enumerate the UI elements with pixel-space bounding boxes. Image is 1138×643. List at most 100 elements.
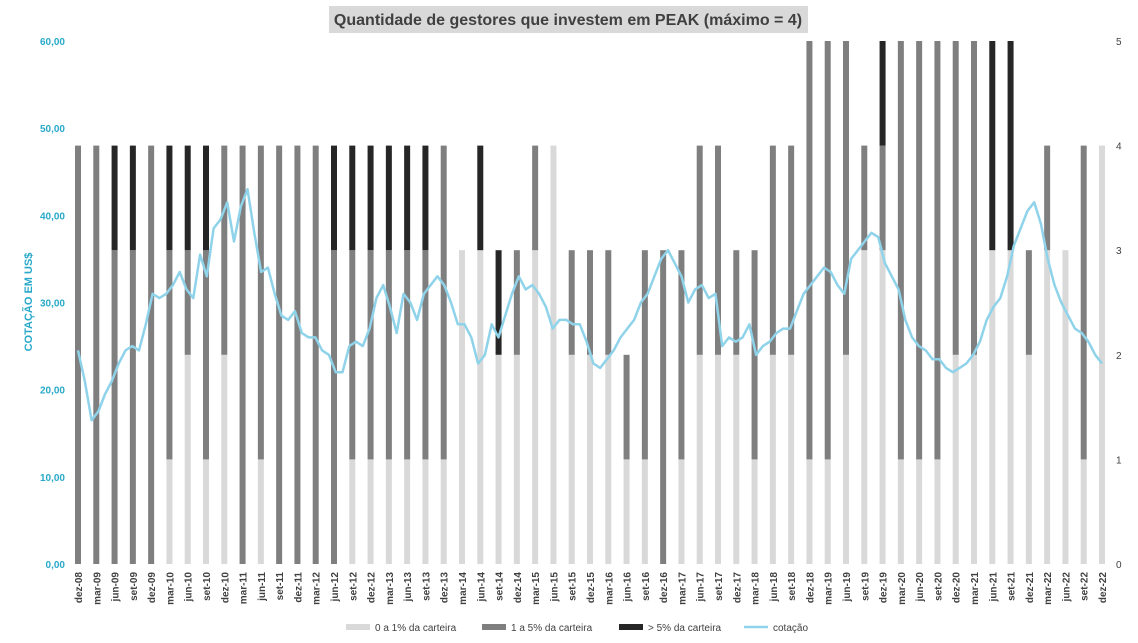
bar-segment-2 xyxy=(532,145,539,251)
x-tick-label: jun-17 xyxy=(696,572,707,603)
bar-segment-3 xyxy=(129,145,136,251)
bar-segment-2 xyxy=(111,250,118,564)
x-tick-label: mar-22 xyxy=(1043,572,1054,605)
left-tick-label: 20,00 xyxy=(40,386,65,397)
bar-segment-2 xyxy=(733,250,740,355)
left-tick-label: 10,00 xyxy=(40,473,65,484)
x-tick-label: dez-22 xyxy=(1098,572,1109,604)
bar-segment-2 xyxy=(623,354,630,460)
bar-segment-1 xyxy=(641,459,648,564)
right-tick-label: 1 xyxy=(1116,455,1122,466)
x-tick-label: mar-20 xyxy=(897,572,908,605)
x-tick-label: mar-18 xyxy=(751,572,762,605)
bar-segment-3 xyxy=(166,145,173,251)
price-line xyxy=(76,187,1103,422)
bar-segment-2 xyxy=(879,145,886,251)
x-tick-label: dez-12 xyxy=(367,572,378,604)
bar-segment-2 xyxy=(769,145,776,355)
bar-segment-1 xyxy=(824,459,831,564)
bar-segment-1 xyxy=(404,459,411,564)
x-tick-label: mar-17 xyxy=(677,572,688,605)
bar-segment-3 xyxy=(331,145,337,251)
bar-segment-1 xyxy=(971,354,977,564)
x-tick-label: jun-11 xyxy=(257,572,268,602)
x-tick-label: set-18 xyxy=(787,572,798,601)
bar-segment-2 xyxy=(203,250,209,460)
bar-segment-2 xyxy=(294,145,301,564)
x-tick-label: jun-18 xyxy=(769,572,780,603)
bar-segment-2 xyxy=(367,250,374,460)
bar-segment-1 xyxy=(678,459,685,564)
bar-segment-1 xyxy=(879,250,886,564)
x-tick-label: set-09 xyxy=(129,572,140,601)
bar-segment-2 xyxy=(239,145,246,564)
bar-segment-1 xyxy=(257,459,264,564)
bar-segment-3 xyxy=(367,145,374,251)
x-tick-label: set-17 xyxy=(714,572,725,601)
bar-segment-1 xyxy=(513,354,520,564)
bars xyxy=(75,41,1105,564)
bar-segment-1 xyxy=(166,459,173,564)
x-tick-label: dez-20 xyxy=(952,572,963,604)
x-tick-label: mar-12 xyxy=(312,572,323,605)
x-tick-label: mar-14 xyxy=(458,572,469,605)
bar-segment-1 xyxy=(221,354,228,564)
x-tick-label: dez-21 xyxy=(1025,572,1036,604)
chart-title: Quantidade de gestores que investem em P… xyxy=(334,12,802,29)
legend-swatch xyxy=(619,624,643,630)
left-tick-label: 50,00 xyxy=(40,124,65,135)
bar-segment-1 xyxy=(623,459,630,564)
bar-segment-1 xyxy=(203,459,209,564)
bar-segment-2 xyxy=(312,145,319,564)
x-tick-label: set-19 xyxy=(860,572,871,601)
right-tick-label: 3 xyxy=(1116,246,1122,257)
x-tick-label: mar-10 xyxy=(165,572,176,605)
legend-label: > 5% da carteira xyxy=(648,623,722,634)
bar-segment-2 xyxy=(422,250,429,460)
bar-segment-2 xyxy=(843,41,849,355)
x-tick-label: jun-10 xyxy=(184,572,195,603)
bar-segment-2 xyxy=(93,145,100,564)
bar-segment-2 xyxy=(1080,145,1087,460)
bar-segment-2 xyxy=(166,250,173,460)
left-tick-label: 30,00 xyxy=(40,299,65,310)
bar-segment-2 xyxy=(257,145,264,460)
x-tick-label: jun-21 xyxy=(988,572,999,603)
x-tick-label: jun-15 xyxy=(549,572,560,603)
bar-segment-1 xyxy=(1025,354,1032,564)
bar-segment-2 xyxy=(678,250,685,460)
bar-segment-2 xyxy=(971,41,977,355)
bar-segment-2 xyxy=(696,145,703,355)
bar-segment-1 xyxy=(696,354,703,564)
right-tick-label: 5 xyxy=(1116,37,1122,48)
x-tick-label: set-11 xyxy=(275,572,286,601)
x-tick-label: dez-14 xyxy=(513,572,524,604)
bar-segment-2 xyxy=(221,145,228,355)
x-tick-label: set-13 xyxy=(421,572,432,601)
legend-label: cotação xyxy=(773,623,808,634)
bar-segment-1 xyxy=(897,459,904,564)
bar-segment-2 xyxy=(788,145,795,355)
bar-segment-1 xyxy=(605,354,612,564)
bar-segment-1 xyxy=(751,459,758,564)
x-tick-label: jun-09 xyxy=(111,572,122,603)
bar-segment-2 xyxy=(897,41,904,460)
bar-segment-3 xyxy=(1007,41,1014,251)
x-tick-label: jun-12 xyxy=(330,572,341,603)
x-tick-label: jun-13 xyxy=(403,572,414,603)
x-tick-label: mar-19 xyxy=(824,572,835,605)
x-tick-label: dez-10 xyxy=(220,572,231,604)
x-tick-label: dez-15 xyxy=(586,572,597,604)
bar-segment-1 xyxy=(459,250,465,564)
right-tick-label: 2 xyxy=(1116,351,1122,362)
bar-segment-2 xyxy=(751,250,758,460)
x-tick-label: mar-16 xyxy=(604,572,615,605)
price-line-group xyxy=(76,187,1103,422)
bar-segment-2 xyxy=(824,41,831,460)
bar-segment-1 xyxy=(477,250,484,564)
bar-segment-2 xyxy=(806,41,813,460)
x-tick-label: dez-18 xyxy=(805,572,816,604)
bar-segment-2 xyxy=(184,250,191,355)
bar-segment-2 xyxy=(331,250,337,564)
